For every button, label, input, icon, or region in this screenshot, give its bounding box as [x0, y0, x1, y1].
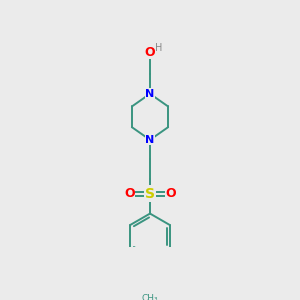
Text: S: S: [145, 187, 155, 201]
Text: H: H: [155, 43, 163, 53]
Text: O: O: [165, 187, 176, 200]
Text: O: O: [145, 46, 155, 59]
Text: N: N: [146, 135, 154, 145]
Text: CH₃: CH₃: [142, 294, 158, 300]
Text: N: N: [146, 89, 154, 99]
Text: O: O: [124, 187, 135, 200]
